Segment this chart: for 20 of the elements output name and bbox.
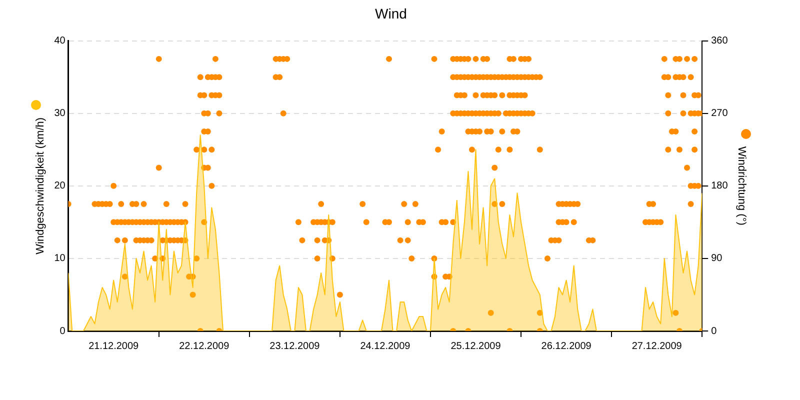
y-axis-title: Windgeschwindigkeit (km/h) [34,117,47,254]
y-tick-label: 20 [54,180,66,192]
y2-tick-label: 360 [711,36,728,47]
x-tick-label: 23.12.2009 [270,340,320,352]
y-tick-label: 0 [60,326,66,337]
chart-title: Wind [375,5,407,22]
x-tick-label: 25.12.2009 [450,340,502,352]
x-tick-label: 24.12.2009 [360,340,411,352]
x-tick-label: 22.12.2009 [179,340,230,352]
y2-tick-label: 90 [711,253,723,264]
y2-tick-label: 180 [711,180,728,192]
x-tick-label: 21.12.2009 [88,340,140,352]
x-tick-label: 27.12.2009 [632,340,682,352]
y2-axis-title: Windrichtung (°) [735,146,748,226]
y-tick-label: 10 [54,253,66,264]
x-tick-label: 26.12.2009 [541,340,592,352]
y-tick-label: 40 [54,36,66,47]
y2-tick-label: 270 [711,108,728,120]
y2-tick-label: 0 [711,326,718,337]
y-tick-label: 30 [54,108,66,120]
